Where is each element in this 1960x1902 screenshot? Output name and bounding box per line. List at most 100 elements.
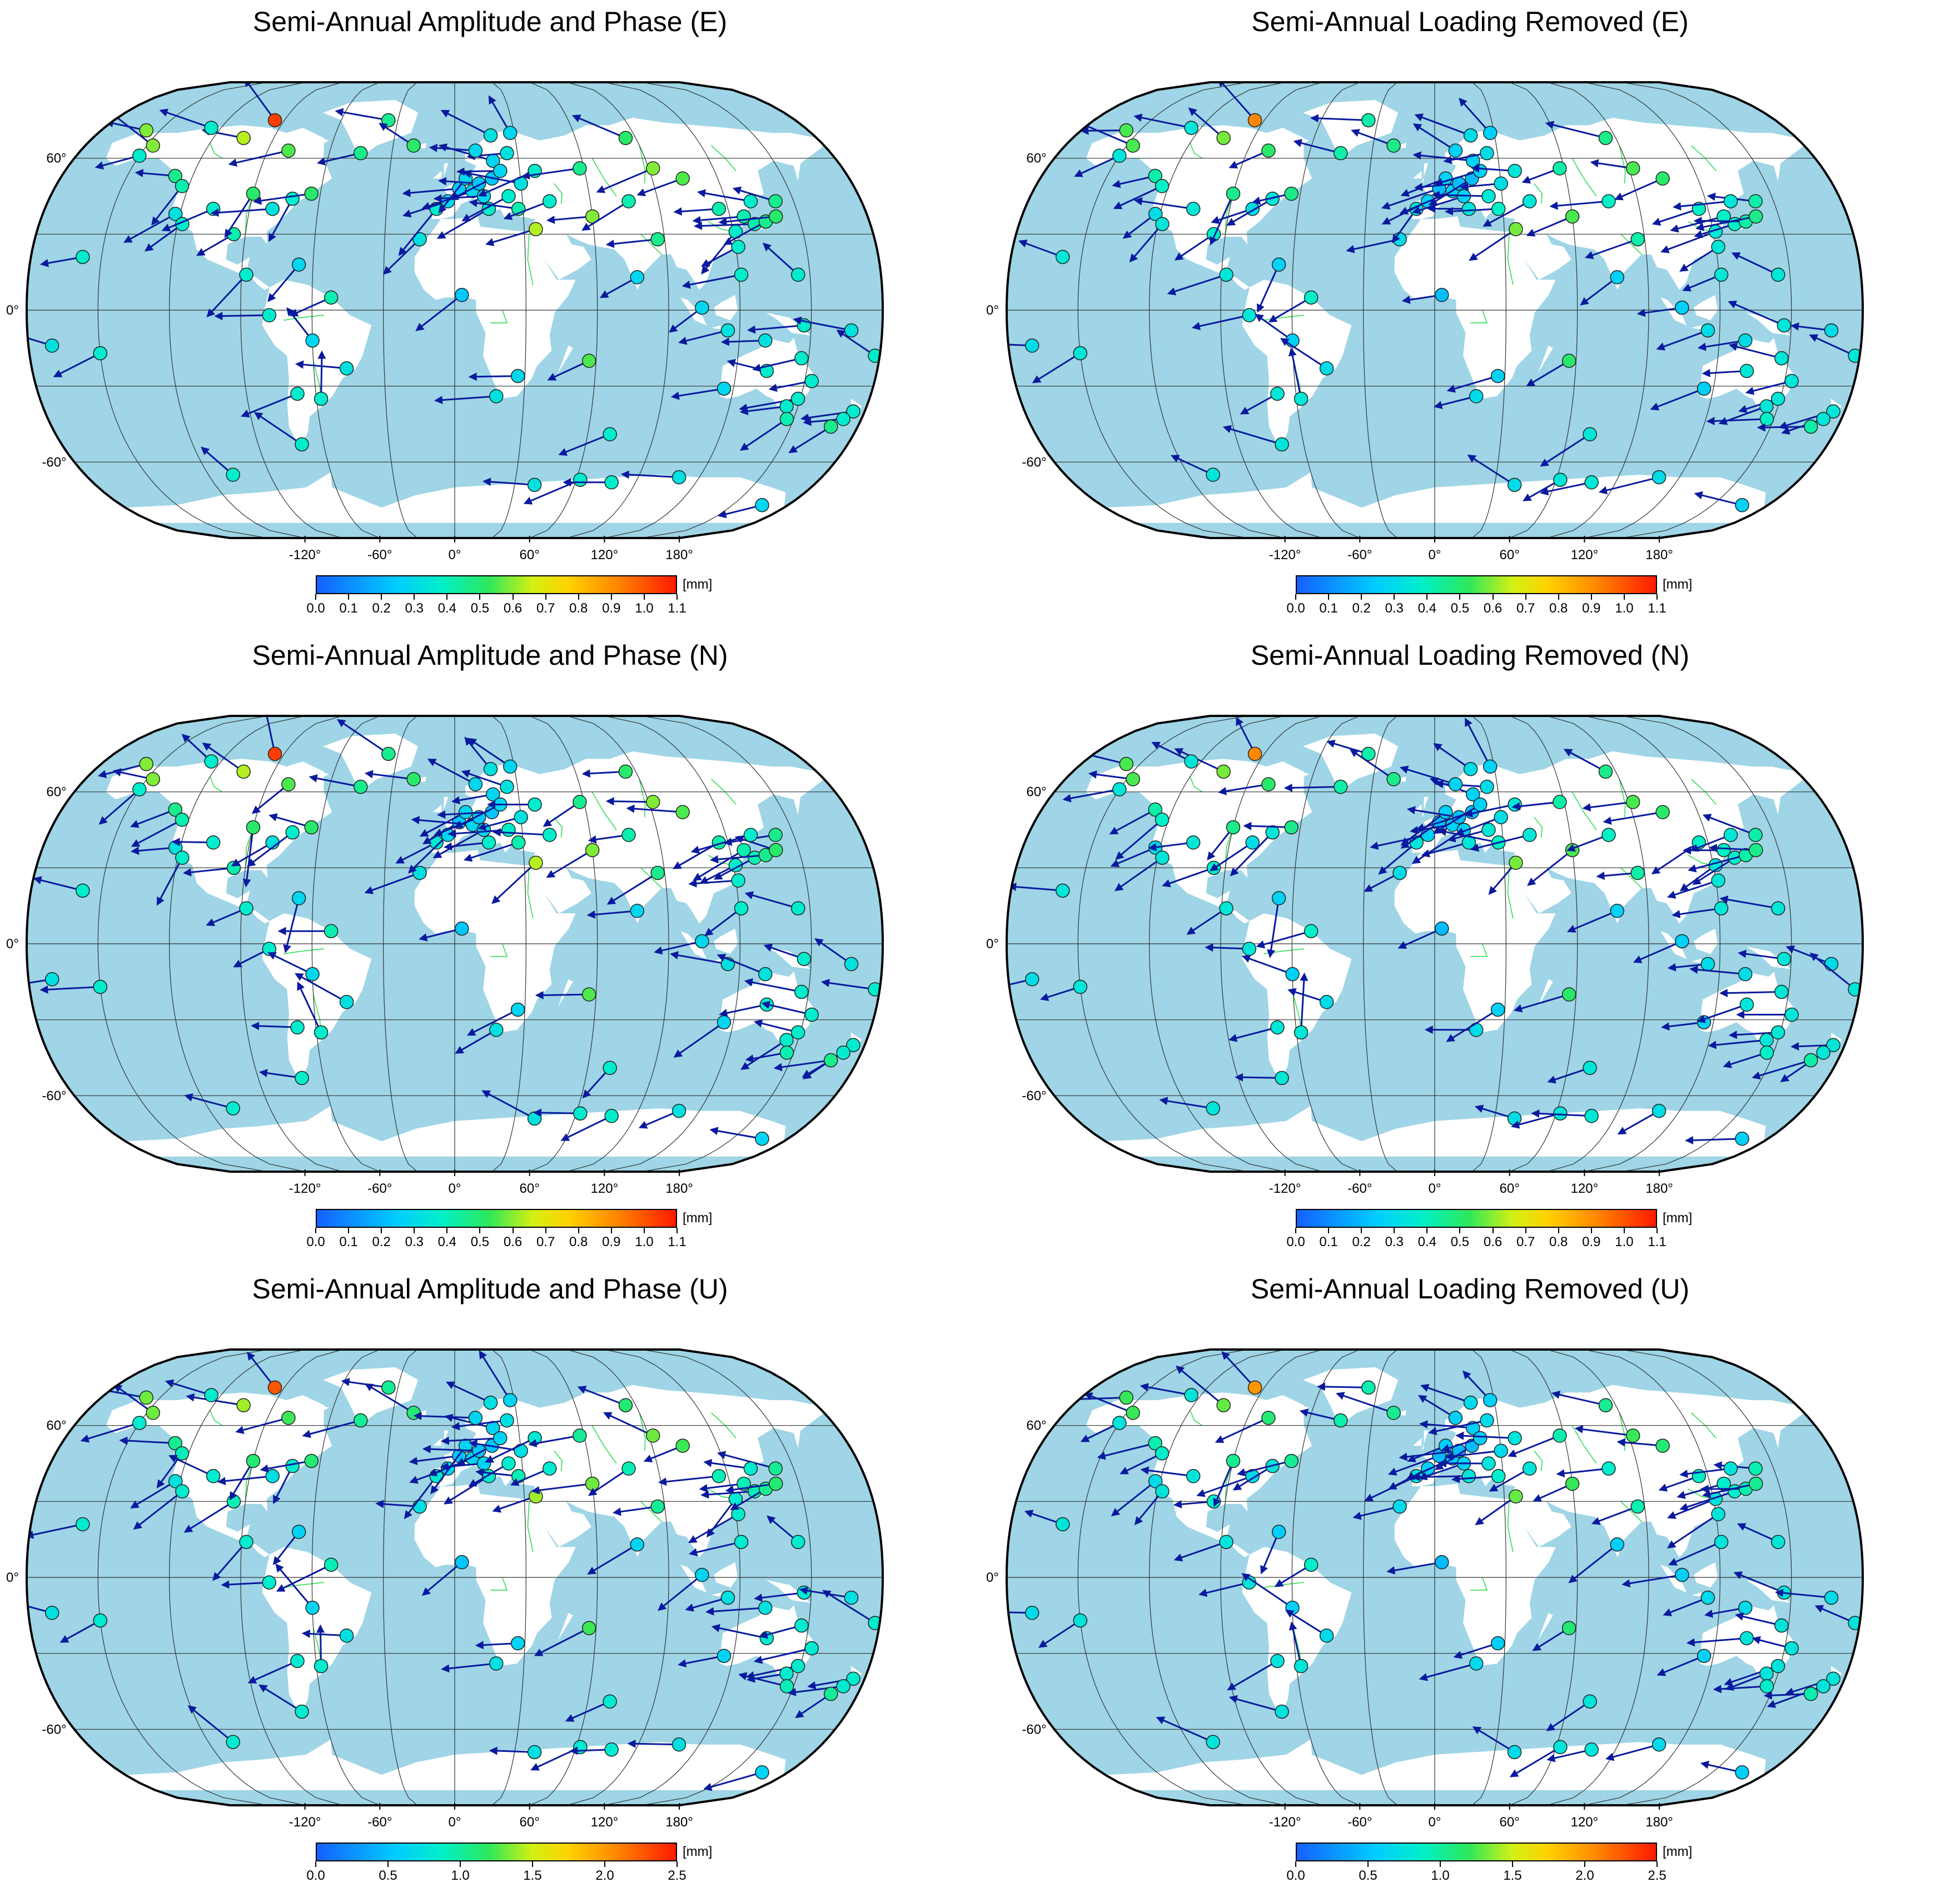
phase-vector — [1083, 1392, 1133, 1414]
station-marker — [1112, 1416, 1127, 1430]
phase-vector — [697, 189, 751, 202]
station-marker — [1473, 163, 1488, 178]
station-marker — [603, 1060, 617, 1075]
map-panel-4: -120° -60° 0° 60° 120° 180° 60° 0° -60° Semi-Annu… — [980, 634, 1960, 1267]
station-marker — [1759, 399, 1774, 414]
station-marker — [1583, 427, 1597, 441]
phase-vector — [364, 770, 414, 780]
station-marker — [44, 972, 59, 987]
colorbar-tickmark — [578, 594, 579, 600]
phase-vector — [1078, 122, 1133, 147]
panel-title: Semi-Annual Amplitude and Phase (E) — [252, 6, 728, 37]
longitude-label: 60° — [1500, 1181, 1520, 1196]
longitude-label: 120° — [591, 547, 619, 562]
colorbar-tick-label: 0.8 — [569, 601, 588, 616]
station-marker — [836, 1045, 850, 1060]
colorbar-tickmark — [1361, 1228, 1362, 1233]
phase-vector — [402, 187, 460, 197]
phase-vector — [521, 167, 580, 180]
station-marker — [1073, 1613, 1088, 1628]
station-marker — [1565, 843, 1580, 858]
phase-vector — [1434, 170, 1481, 186]
phase-vector — [267, 264, 300, 302]
phase-vector — [814, 938, 852, 965]
colorbar-tick-label: 0.5 — [1450, 1234, 1470, 1249]
river — [527, 234, 534, 285]
phase-vector — [221, 1580, 270, 1589]
station-marker — [285, 1458, 300, 1473]
colorbar-tick-label: 0.2 — [372, 601, 391, 616]
station-marker — [1392, 865, 1407, 880]
station-marker — [1598, 764, 1613, 779]
station-marker — [1304, 924, 1319, 938]
phase-vector — [523, 479, 581, 505]
phase-vector — [605, 238, 658, 248]
colorbar-tick-label: 1.0 — [1431, 1868, 1450, 1883]
station-marker — [1461, 1469, 1476, 1483]
phase-vector — [1228, 1026, 1278, 1042]
station-marker — [1630, 865, 1645, 880]
phase-vector — [1227, 1660, 1278, 1691]
station-marker — [1759, 1045, 1774, 1060]
longitude-label: -60° — [1347, 547, 1372, 562]
colorbar-tick-label: 0.5 — [470, 1234, 490, 1249]
river — [245, 829, 253, 868]
landmass — [558, 1612, 573, 1641]
colorbar-tick-label: 0.8 — [1549, 601, 1568, 616]
station-marker — [1625, 1428, 1640, 1443]
longitude-label: 180° — [1645, 1181, 1673, 1196]
phase-vector — [1191, 314, 1250, 330]
station-marker — [1126, 138, 1140, 153]
map-panel-5: -120° -60° 0° 60° 120° 180° 60° 0° -60° Semi-Annu… — [0, 1267, 980, 1901]
station-marker — [768, 194, 783, 208]
station-marker — [1271, 257, 1286, 272]
station-marker — [246, 820, 261, 835]
station-marker — [527, 477, 542, 492]
station-marker — [731, 1507, 745, 1521]
phase-vector — [133, 1490, 183, 1530]
phase-vector — [1702, 1482, 1757, 1498]
phase-vector — [1546, 1700, 1590, 1731]
phase-vector — [123, 213, 176, 243]
phase-vector — [1120, 1452, 1163, 1475]
river — [639, 779, 646, 818]
phase-vector — [1419, 1662, 1477, 1681]
phase-vector — [440, 1436, 500, 1445]
phase-vector — [717, 1451, 776, 1470]
station-marker — [44, 338, 59, 353]
station-marker — [295, 1071, 309, 1086]
station-marker — [304, 1453, 319, 1468]
station-marker — [1507, 477, 1522, 492]
station-marker — [1334, 1413, 1348, 1428]
station-marker — [76, 250, 90, 265]
station-marker — [779, 1045, 794, 1060]
station-marker — [501, 1456, 516, 1471]
station-marker — [1226, 186, 1241, 201]
station-marker — [779, 1033, 794, 1047]
phase-vector — [1568, 1543, 1618, 1584]
colorbar-tickmark — [479, 594, 481, 600]
river — [527, 868, 534, 919]
colorbar-tickmark — [1459, 594, 1461, 600]
phase-vector — [481, 1090, 535, 1119]
station-marker — [1155, 813, 1170, 827]
station-marker — [1285, 967, 1300, 982]
station-marker — [650, 1499, 665, 1514]
colorbar-tick-label: 0.1 — [1319, 601, 1338, 616]
colorbar-tickmark — [604, 1861, 605, 1867]
station-marker — [168, 802, 183, 817]
station-marker — [1319, 995, 1334, 1009]
station-marker — [1284, 1453, 1299, 1468]
station-marker — [603, 427, 617, 441]
station-marker — [481, 835, 496, 850]
phase-vector — [711, 1624, 767, 1639]
phase-vector — [703, 1771, 763, 1791]
phase-vector — [725, 1482, 776, 1494]
phase-vector — [276, 1564, 332, 1592]
station-marker — [1522, 828, 1537, 842]
colorbar-tick-label: 0.0 — [1286, 601, 1305, 616]
map-frame — [25, 81, 884, 539]
phase-vector — [469, 198, 519, 210]
station-marker — [743, 828, 758, 842]
phase-vector — [1455, 816, 1501, 836]
